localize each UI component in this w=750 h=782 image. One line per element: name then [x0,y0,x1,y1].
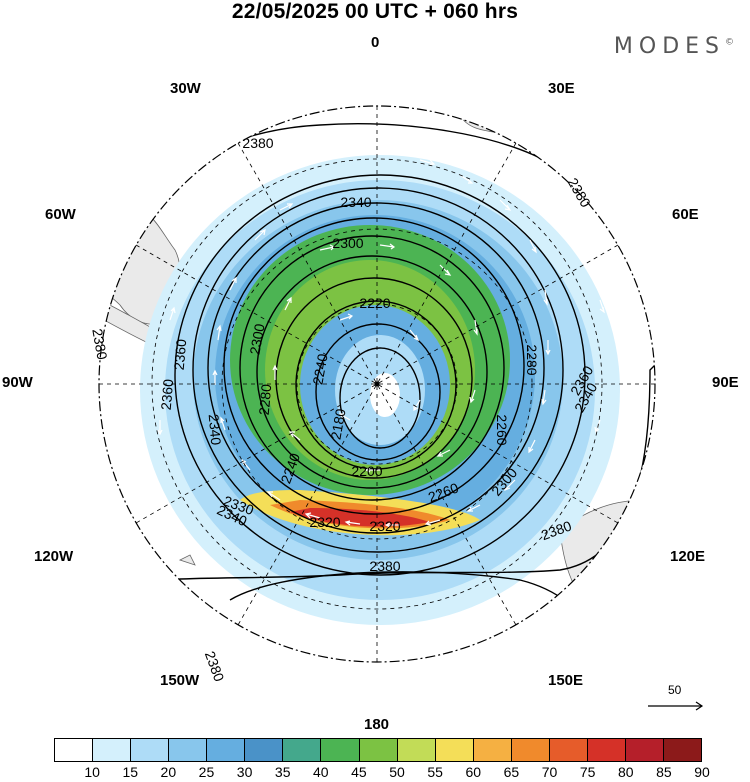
map-disc [99,106,655,662]
colorbar-segment [587,739,626,761]
lon-label-180: 180 [364,716,390,733]
colorbar-segment [283,739,322,761]
contour-2180 [339,347,421,449]
colorbar-label: 80 [617,764,634,780]
contour-2280 [239,235,505,501]
contour-label: 2320 [369,518,400,534]
contour-2260 [256,255,488,489]
lon-label-90e: 90E [712,374,739,391]
map-boundary [98,105,656,663]
colorbar-segment [321,739,360,761]
colorbar-segment [664,739,702,761]
wind-vectors [157,145,605,528]
contour-label: 2380 [369,558,400,574]
brand-logo: MODES© [614,34,734,59]
lon-label-60e: 60E [672,206,699,223]
contour-label: 2340 [206,413,225,446]
lon-label-150e: 150E [548,672,584,689]
contour-label: 2380 [202,649,228,684]
colorbar-label: 70 [541,764,558,780]
contour-labels: 2380 2340 2300 2220 2380 2380 2360 2340 … [89,135,600,684]
colorbar-label: 75 [579,764,596,780]
colorbar-label: 85 [656,764,672,780]
colorbar-label: 40 [313,764,329,780]
colorbar-label: 55 [427,764,443,780]
colorbar-label: 35 [274,764,291,780]
lon-label-90w: 90W [2,374,33,391]
indian-ocean-islands [178,554,196,566]
graticule [99,106,655,662]
contour-2220 [295,300,457,470]
contour-label: 2280 [256,383,275,416]
colorbar-segment [207,739,246,761]
colorbar-segment [359,739,398,761]
colorbar-label: 20 [160,764,177,780]
contour-label: 2360 [158,378,177,411]
contour-label: 2260 [494,414,510,445]
contour-label: 2240 [309,352,330,386]
colorbar-label: 50 [389,764,405,780]
lon-label-30e: 30E [548,80,575,97]
lon-label-150w: 150W [160,672,200,689]
colorbar [54,738,702,762]
contour-2200 [315,323,441,461]
contour-2320 [207,202,545,534]
colorbar-segment [245,739,284,761]
contour-2340 [192,187,564,553]
colorbar-label: 15 [122,764,139,780]
lon-label-120w: 120W [34,548,74,565]
lon-label-60w: 60W [45,206,76,223]
colorbar-segment [625,739,664,761]
contour-label: 2220 [359,295,390,311]
colorbar-segment [93,739,132,761]
colorbar-segment [511,739,550,761]
colorbar-label: 65 [503,764,520,780]
colorbar-label: 60 [465,764,482,780]
reference-arrow-icon [648,701,704,711]
lon-label-120e: 120E [670,548,706,565]
colorbar-label: 45 [351,764,367,780]
contour-2360 [174,174,586,576]
contour-label: 2380 [89,327,110,361]
contour-label: 2380 [242,135,273,151]
colorbar-label: 90 [694,764,710,780]
brand-text: MODES [613,34,725,59]
contour-label: 2340 [340,194,371,210]
reference-vector-value: 50 [668,683,682,697]
contour-label: 2300 [332,235,363,251]
colorbar-segment [435,739,474,761]
colorbar-segment [169,739,208,761]
wind-speed-shading [140,155,620,625]
map-title: 22/05/2025 00 UTC + 060 hrs [231,0,519,23]
colorbar-labels: 10 15 20 25 30 35 40 45 50 55 60 65 70 75 80 85 90 [54,764,709,782]
colorbar-segment [131,739,170,761]
lon-label-0: 0 [371,34,380,51]
colorbar-label: 25 [198,764,215,780]
contour-2240 [275,277,473,479]
colorbar-segment [397,739,436,761]
pole-marker [374,381,380,387]
colorbar-label: 10 [84,764,100,780]
colorbar-segment [473,739,512,761]
colorbar-label: 30 [236,764,253,780]
contour-2300 [223,217,525,515]
copyright-mark: © [725,37,734,48]
colorbar-segment [55,739,94,761]
contour-label: 2360 [171,338,190,371]
colorbar-segment [549,739,588,761]
reference-vector: 50 [640,683,710,713]
contour-label: 2180 [327,407,348,441]
lon-label-30w: 30W [170,80,201,97]
contour-label: 2300 [246,322,267,356]
contour-label: 2200 [351,463,382,479]
contour-label: 2320 [309,514,340,530]
contour-label: 2280 [524,344,540,375]
